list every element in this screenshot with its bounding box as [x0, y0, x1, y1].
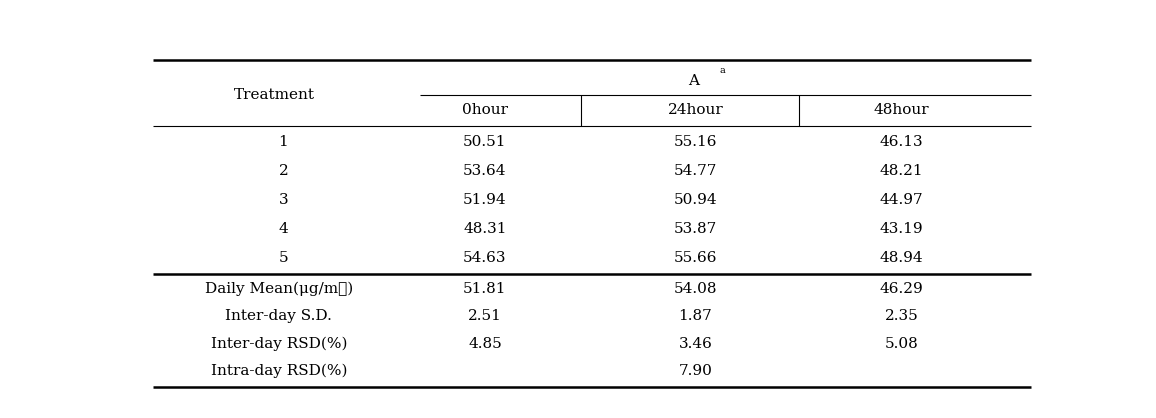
- Text: Daily Mean(μg/mℓ): Daily Mean(μg/mℓ): [205, 282, 353, 296]
- Text: 1: 1: [279, 135, 288, 149]
- Text: 48hour: 48hour: [874, 103, 929, 117]
- Text: 4: 4: [279, 222, 288, 236]
- Text: 54.63: 54.63: [464, 251, 506, 265]
- Text: 2.51: 2.51: [468, 309, 502, 323]
- Text: Treatment: Treatment: [234, 88, 314, 102]
- Text: 7.90: 7.90: [679, 364, 712, 378]
- Text: Inter-day RSD(%): Inter-day RSD(%): [210, 336, 347, 351]
- Text: 46.13: 46.13: [880, 135, 924, 149]
- Text: 51.94: 51.94: [464, 193, 506, 206]
- Text: Intra-day RSD(%): Intra-day RSD(%): [210, 364, 347, 378]
- Text: a: a: [720, 66, 726, 75]
- Text: 2.35: 2.35: [884, 309, 918, 323]
- Text: 53.87: 53.87: [674, 222, 717, 236]
- Text: 2: 2: [279, 164, 288, 178]
- Text: 43.19: 43.19: [880, 222, 924, 236]
- Text: 3.46: 3.46: [679, 336, 712, 351]
- Text: 48.31: 48.31: [464, 222, 506, 236]
- Text: 1.87: 1.87: [679, 309, 712, 323]
- Text: 24hour: 24hour: [668, 103, 724, 117]
- Text: 55.16: 55.16: [674, 135, 717, 149]
- Text: Inter-day S.D.: Inter-day S.D.: [225, 309, 332, 323]
- Text: A: A: [688, 74, 698, 88]
- Text: 3: 3: [279, 193, 288, 206]
- Text: 53.64: 53.64: [464, 164, 506, 178]
- Text: 48.94: 48.94: [880, 251, 924, 265]
- Text: 5.08: 5.08: [884, 336, 918, 351]
- Text: 48.21: 48.21: [880, 164, 924, 178]
- Text: 4.85: 4.85: [468, 336, 502, 351]
- Text: 50.51: 50.51: [464, 135, 506, 149]
- Text: 50.94: 50.94: [674, 193, 717, 206]
- Text: 54.77: 54.77: [674, 164, 717, 178]
- Text: 44.97: 44.97: [880, 193, 924, 206]
- Text: 54.08: 54.08: [674, 282, 717, 296]
- Text: 5: 5: [279, 251, 288, 265]
- Text: 46.29: 46.29: [880, 282, 924, 296]
- Text: 51.81: 51.81: [464, 282, 506, 296]
- Text: 0hour: 0hour: [462, 103, 507, 117]
- Text: 55.66: 55.66: [674, 251, 717, 265]
